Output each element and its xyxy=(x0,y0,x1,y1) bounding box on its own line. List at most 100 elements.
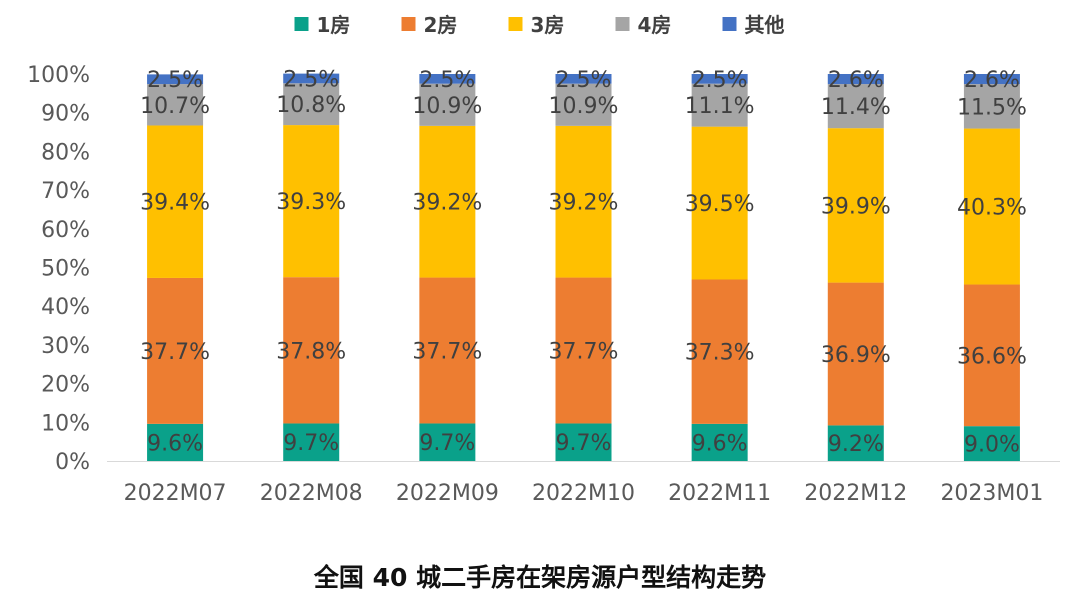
legend-label: 4房 xyxy=(638,13,672,37)
x-tick-label: 2022M10 xyxy=(532,481,635,506)
data-label: 10.9% xyxy=(412,94,482,119)
data-label: 37.7% xyxy=(549,340,619,365)
bar-segment xyxy=(147,277,204,424)
data-label: 11.1% xyxy=(685,94,755,119)
y-tick-label: 70% xyxy=(41,179,90,204)
data-label: 2.6% xyxy=(828,68,884,93)
chart-title: 全国 40 城二手房在架房源户型结构走势 xyxy=(313,563,767,592)
bar-segment xyxy=(963,426,1020,461)
x-tick-label: 2022M08 xyxy=(260,481,363,506)
data-labels: 9.6%37.7%39.4%10.7%2.5%9.7%37.8%39.3%10.… xyxy=(140,67,1027,457)
data-label: 9.7% xyxy=(556,431,612,456)
bar-segment xyxy=(283,277,340,424)
y-tick-label: 80% xyxy=(41,140,90,165)
bar-segment xyxy=(963,284,1020,427)
bar-segment xyxy=(147,84,204,126)
x-tick-label: 2022M09 xyxy=(396,481,499,506)
bar-segment xyxy=(691,74,748,84)
data-label: 39.2% xyxy=(412,191,482,216)
legend-label: 1房 xyxy=(317,13,351,37)
bar-segment xyxy=(963,84,1020,129)
legend: 1房 2房 3房 4房 其他 xyxy=(294,13,785,37)
data-label: 39.4% xyxy=(140,191,210,216)
data-label: 40.3% xyxy=(957,196,1027,221)
legend-label: 其他 xyxy=(745,13,785,37)
y-tick-label: 0% xyxy=(55,450,90,475)
data-label: 9.7% xyxy=(283,431,339,456)
bar-segment xyxy=(691,83,748,127)
bar-segment xyxy=(419,74,476,84)
data-label: 11.5% xyxy=(957,95,1027,120)
bar-segment xyxy=(555,74,612,84)
y-tick-label: 60% xyxy=(41,218,90,243)
bar-segment xyxy=(283,125,340,278)
legend-label: 2房 xyxy=(424,13,458,37)
x-tick-label: 2022M11 xyxy=(668,481,771,506)
bar-segment xyxy=(283,73,340,84)
legend-swatch xyxy=(508,17,523,31)
data-label: 2.5% xyxy=(147,68,203,93)
y-tick-label: 40% xyxy=(41,295,90,320)
x-tick-label: 2022M07 xyxy=(124,481,227,506)
y-tick-label: 20% xyxy=(41,373,90,398)
data-label: 9.0% xyxy=(964,433,1020,458)
data-label: 37.8% xyxy=(276,339,346,364)
data-label: 37.7% xyxy=(412,340,482,365)
legend-swatch xyxy=(401,17,416,31)
data-label: 10.7% xyxy=(140,94,210,119)
bar-segment xyxy=(555,423,612,461)
bar-segment xyxy=(147,423,204,461)
bar-segment xyxy=(827,425,884,461)
legend-label: 3房 xyxy=(531,13,565,37)
data-label: 9.6% xyxy=(692,431,748,456)
data-label: 2.5% xyxy=(283,67,339,92)
data-label: 2.5% xyxy=(556,68,612,93)
bar-segment xyxy=(827,282,884,426)
data-label: 11.4% xyxy=(821,95,891,120)
bar-segment xyxy=(419,83,476,126)
data-label: 39.2% xyxy=(549,191,619,216)
bar-segment xyxy=(827,74,884,85)
y-axis: 0% 10% 20% 30% 40% 50% 60% 70% 80% 90% 100% xyxy=(27,63,90,475)
data-label: 39.5% xyxy=(685,192,755,217)
x-tick-label: 2023M01 xyxy=(940,481,1043,506)
y-tick-label: 30% xyxy=(41,334,90,359)
bar-segment xyxy=(555,125,612,278)
bar-segment xyxy=(691,423,748,461)
legend-swatch xyxy=(615,17,630,31)
x-tick-label: 2022M12 xyxy=(804,481,907,506)
data-label: 37.3% xyxy=(685,341,755,366)
y-tick-label: 50% xyxy=(41,257,90,282)
data-label: 36.9% xyxy=(821,343,891,368)
legend-swatch xyxy=(722,17,737,31)
data-label: 39.3% xyxy=(276,190,346,215)
data-label: 2.6% xyxy=(964,68,1020,93)
y-tick-label: 100% xyxy=(27,63,90,88)
data-label: 10.8% xyxy=(276,93,346,118)
legend-swatch xyxy=(294,17,309,31)
bar-segment xyxy=(555,277,612,424)
x-axis: 2022M07 2022M08 2022M09 2022M10 2022M11 2022M… xyxy=(107,461,1060,506)
bars xyxy=(147,73,1020,461)
data-label: 2.5% xyxy=(419,68,475,93)
bar-segment xyxy=(691,126,748,280)
bar-segment xyxy=(691,279,748,424)
data-label: 39.9% xyxy=(821,194,891,219)
bar-segment xyxy=(827,128,884,283)
data-label: 9.2% xyxy=(828,432,884,457)
bar-segment xyxy=(419,277,476,424)
y-tick-label: 90% xyxy=(41,102,90,127)
y-tick-label: 10% xyxy=(41,411,90,436)
bar-segment xyxy=(147,74,204,85)
data-label: 36.6% xyxy=(957,344,1027,369)
bar-segment xyxy=(827,84,884,129)
bar-segment xyxy=(963,74,1020,85)
data-label: 2.5% xyxy=(692,68,748,93)
data-label: 10.9% xyxy=(549,94,619,119)
bar-segment xyxy=(963,128,1020,285)
bar-segment xyxy=(419,423,476,461)
data-label: 9.6% xyxy=(147,431,203,456)
data-label: 37.7% xyxy=(140,340,210,365)
bar-segment xyxy=(555,83,612,126)
